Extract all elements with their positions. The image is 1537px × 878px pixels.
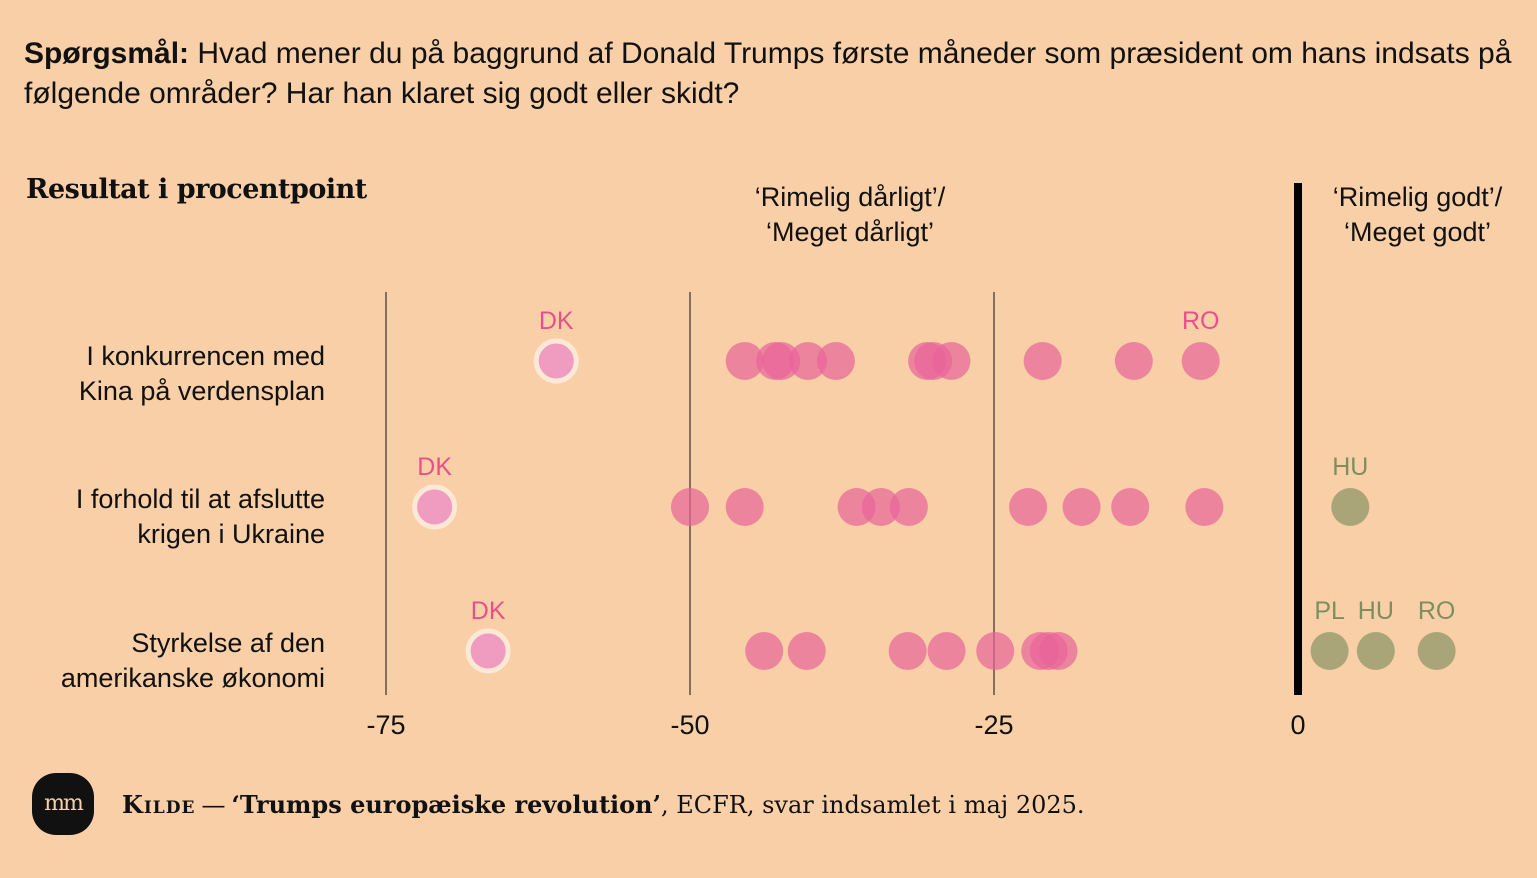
- row-label-line2: krigen i Ukraine: [137, 519, 325, 549]
- x-tick-label: 0: [1290, 710, 1305, 740]
- negative-dot: [1023, 342, 1062, 380]
- negative-dot: [745, 632, 784, 670]
- country-label: RO: [1182, 307, 1220, 335]
- row-label-line1: Styrkelse af den: [131, 628, 325, 658]
- negative-dot: [1111, 488, 1150, 526]
- negative-dot: [762, 342, 801, 380]
- row-label-china: I konkurrencen med Kina på verdensplan: [0, 339, 325, 409]
- positive-dot: [1331, 488, 1370, 526]
- country-label: HU: [1332, 453, 1368, 481]
- negative-dot: [889, 488, 928, 526]
- country-label: PL: [1314, 597, 1345, 625]
- negative-dot: [787, 632, 826, 670]
- negative-dot: [725, 488, 764, 526]
- positive-dot: [1417, 632, 1456, 670]
- denmark-dot: [412, 484, 458, 530]
- x-tick-label: -50: [670, 710, 709, 740]
- positive-header: ‘Rimelig godt’/ ‘Meget godt’: [1300, 180, 1535, 250]
- mm-logo: mm: [32, 773, 94, 835]
- country-label: RO: [1418, 597, 1456, 625]
- source-rest: , ECFR, svar indsamlet i maj 2025.: [660, 791, 1085, 819]
- negative-dot: [976, 632, 1015, 670]
- x-tick-label: -75: [366, 710, 405, 740]
- row-label-line1: I forhold til at afslutte: [75, 484, 325, 514]
- negative-header-line1: ‘Rimelig dårligt’/: [754, 182, 946, 212]
- source-note: Kilde — ‘Trumps europæiske revolution’, EC…: [122, 790, 1085, 819]
- negative-dot: [1185, 488, 1224, 526]
- denmark-dot: [533, 338, 579, 384]
- positive-dot: [1310, 632, 1349, 670]
- positive-dot: [1356, 632, 1395, 670]
- negative-dot: [1114, 342, 1153, 380]
- negative-dot: [788, 342, 827, 380]
- row-label-line2: amerikanske økonomi: [60, 663, 325, 693]
- negative-dot: [1039, 632, 1078, 670]
- negative-dot: [671, 488, 709, 526]
- positive-header-line2: ‘Meget godt’: [1343, 217, 1492, 247]
- chart-subtitle: Resultat i procentpoint: [26, 174, 367, 205]
- negative-dot: [816, 342, 855, 380]
- question: Spørgsmål: Hvad mener du på baggrund af …: [24, 34, 1514, 114]
- source-kilde: Kilde: [122, 790, 196, 819]
- negative-dot: [1062, 488, 1101, 526]
- question-text: Hvad mener du på baggrund af Donald Trum…: [24, 37, 1512, 110]
- row-label-economy: Styrkelse af den amerikanske økonomi: [0, 626, 325, 696]
- row-label-ukraine: I forhold til at afslutte krigen i Ukrai…: [0, 482, 325, 552]
- negative-dot: [888, 632, 927, 670]
- country-label: DK: [471, 597, 506, 625]
- source-title: ‘Trumps europæiske revolution’: [231, 790, 661, 819]
- negative-dot: [932, 342, 971, 380]
- country-label: DK: [417, 453, 452, 481]
- negative-dot: [1009, 488, 1048, 526]
- country-label: DK: [539, 307, 574, 335]
- question-lead: Spørgsmål:: [24, 37, 190, 70]
- negative-dot: [725, 342, 764, 380]
- denmark-dot: [465, 628, 511, 674]
- row-label-line1: I konkurrencen med: [86, 341, 325, 371]
- negative-header-line2: ‘Meget dårligt’: [765, 217, 935, 247]
- source-dash: —: [201, 791, 226, 819]
- negative-dot: [1181, 342, 1220, 380]
- negative-dot: [927, 632, 966, 670]
- row-label-line2: Kina på verdensplan: [78, 376, 325, 406]
- negative-dot: [861, 488, 900, 526]
- positive-header-line1: ‘Rimelig godt’/: [1332, 182, 1503, 212]
- negative-header: ‘Rimelig dårligt’/ ‘Meget dårligt’: [700, 180, 1000, 250]
- x-tick-label: -25: [974, 710, 1013, 740]
- country-label: HU: [1358, 597, 1394, 625]
